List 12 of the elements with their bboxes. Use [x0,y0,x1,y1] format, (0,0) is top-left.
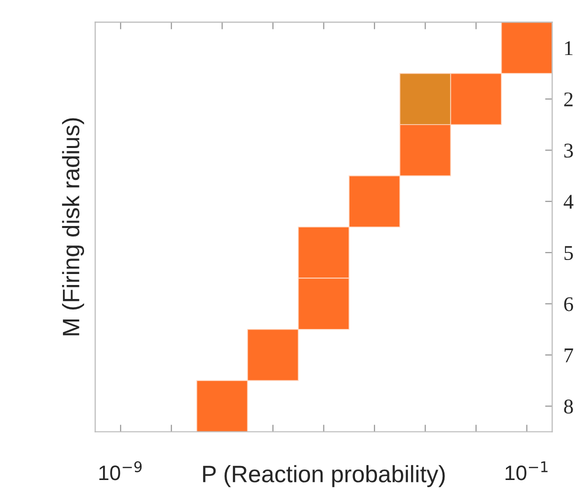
y-axis-title: M (Firing disk radius) [62,118,84,336]
y-tick-label: 7 [564,348,574,362]
y-tick-label: 8 [564,400,573,414]
y-tick-label: 3 [564,144,573,158]
y-tick-label: 4 [564,194,574,209]
y-tick-label: 6 [564,297,574,312]
y-tick-label: 1 [565,41,572,56]
x-tick-label: 10$^{−1}$ [506,461,548,480]
y-tick-label: 2 [564,92,573,106]
x-axis-title: P (Reaction probability) [203,465,445,488]
y-tick-label: 5 [564,246,573,260]
x-tick-label: 10$^{−9}$ [99,461,142,480]
